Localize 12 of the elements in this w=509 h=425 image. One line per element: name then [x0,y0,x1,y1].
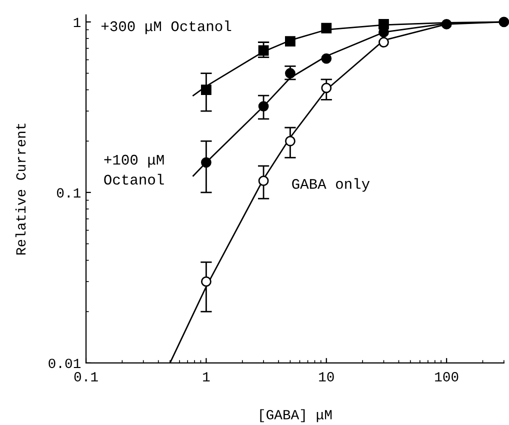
y-tick-label: 0.1 [56,188,80,198]
text: +100 μM Octanol [104,154,164,185]
x-tick-label: 10 [319,372,334,382]
y-tick-label: 0.01 [48,358,80,368]
text: +300 μM Octanol [101,20,232,34]
x-tick-label: 100 [435,372,458,382]
y-tick-label: 1 [74,18,80,27]
x-tick-label: 0.1 [74,372,98,382]
y-axis-title: Relative Current [15,124,26,254]
series-label: GABA only [292,178,370,192]
x-axis-title: [GABA] μM [260,409,332,422]
x-tick-label: 1 [203,372,210,382]
